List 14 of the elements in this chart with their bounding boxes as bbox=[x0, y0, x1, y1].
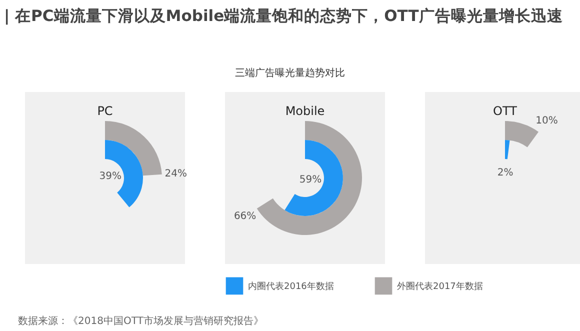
chart-title: OTT bbox=[493, 104, 518, 118]
legend-label: 内圈代表2016年数据 bbox=[248, 280, 334, 292]
chart-title: Mobile bbox=[285, 104, 325, 118]
data-label: 59% bbox=[299, 174, 322, 186]
source-note: 数据来源：《2018中国OTT市场发展与营销研究报告》 bbox=[18, 314, 264, 328]
text: | 在PC端流量下滑以及Mobile端流量饱和的态势下，OTT广告曝光量增长迅速 bbox=[4, 6, 563, 27]
data-label: 10% bbox=[536, 116, 558, 127]
text: 三端广告曝光量趋势对比 bbox=[234, 66, 346, 80]
data-label: 66% bbox=[234, 211, 256, 222]
chart-title: PC bbox=[97, 104, 113, 118]
data-label: 24% bbox=[164, 168, 187, 180]
data-label: 2% bbox=[497, 167, 514, 178]
data-label: 39% bbox=[99, 171, 122, 182]
legend-label: 外圈代表2017年数据 bbox=[397, 280, 483, 292]
